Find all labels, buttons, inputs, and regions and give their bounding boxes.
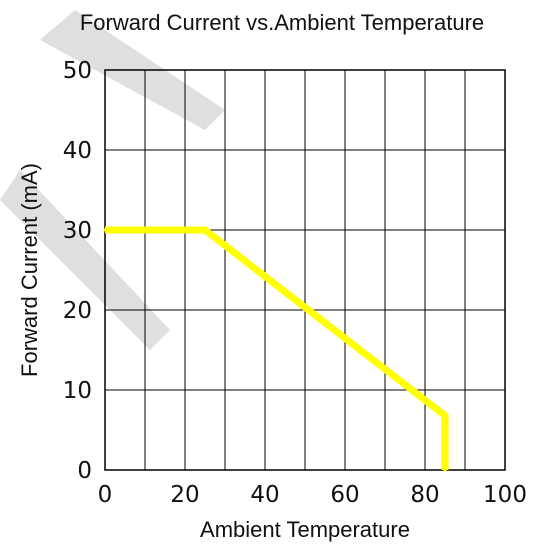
y-tick-label: 10 [63, 378, 92, 404]
series-point [103, 228, 107, 232]
y-axis-label: Forward Current (mA) [17, 163, 42, 377]
x-tick-label: 100 [483, 482, 527, 508]
x-tick-label: 0 [98, 482, 113, 508]
series-point [203, 228, 207, 232]
grid [105, 70, 505, 470]
x-tick-label: 40 [250, 482, 279, 508]
x-axis-label: Ambient Temperature [200, 517, 410, 542]
x-tick-label: 80 [410, 482, 439, 508]
series-group [103, 226, 449, 472]
x-tick-label: 60 [330, 482, 359, 508]
y-tick-label: 30 [63, 218, 92, 244]
y-tick-label: 50 [63, 58, 92, 84]
series-point [443, 414, 447, 418]
y-tick-label: 20 [63, 298, 92, 324]
chart-title: Forward Current vs.Ambient Temperature [80, 10, 484, 35]
y-axis-ticks: 0 10 20 30 40 50 [63, 58, 92, 484]
x-tick-label: 20 [170, 482, 199, 508]
series-point [443, 468, 447, 472]
y-tick-label: 40 [63, 138, 92, 164]
series-line [105, 226, 449, 470]
plot-frame [104, 69, 506, 471]
y-tick-label: 0 [77, 458, 92, 484]
x-axis-ticks: 0 20 40 60 80 100 [98, 482, 527, 508]
